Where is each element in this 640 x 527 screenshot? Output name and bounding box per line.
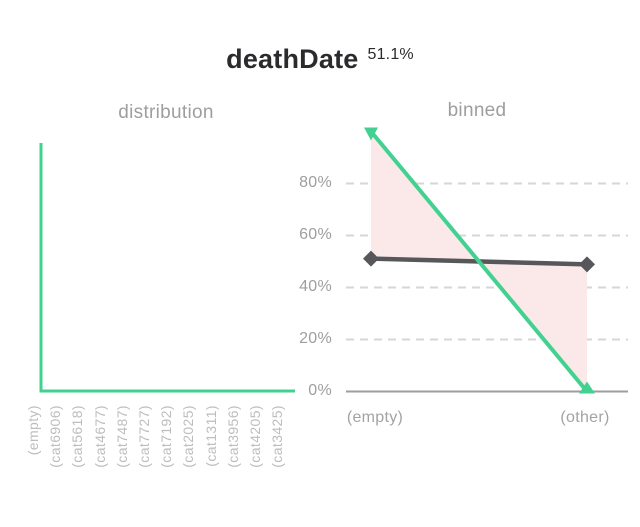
- dist-category-label: (cat1311): [202, 405, 219, 467]
- binned-x-tick-label: (other): [560, 409, 610, 426]
- binned-y-tick-label: 0%: [308, 381, 332, 399]
- dist-category-label: (cat7487): [113, 405, 130, 468]
- dist-category-label: (cat5618): [69, 405, 86, 468]
- binned-distribution-line: [369, 130, 589, 393]
- feature-header: deathDate 51.1%: [0, 44, 640, 75]
- binned-y-tick-label: 80%: [299, 173, 332, 191]
- distribution-line: [39, 143, 295, 393]
- distribution-chart-title: distribution: [118, 102, 214, 123]
- binned-y-tick-label: 40%: [299, 277, 332, 295]
- dist-category-label: (cat3956): [224, 405, 241, 468]
- triangle-down-marker: [364, 127, 378, 141]
- dist-category-label: (cat3425): [269, 405, 286, 468]
- dist-category-label: (cat4205): [247, 405, 263, 468]
- dist-category-label: (cat6906): [47, 405, 64, 468]
- triangle-up-marker: [579, 381, 595, 394]
- binned-x-tick-label: (empty): [346, 409, 404, 426]
- missing-percentage: 51.1%: [367, 46, 414, 63]
- dist-category-label: (cat4677): [91, 405, 108, 468]
- dist-category-label: (cat7727): [136, 405, 152, 468]
- diamond-marker: [363, 250, 379, 267]
- binned-y-tick-label: 20%: [299, 329, 332, 347]
- diamond-marker: [579, 256, 595, 273]
- feature-name: deathDate: [226, 44, 359, 74]
- dist-category-label: (empty): [25, 405, 41, 456]
- binned-chart-title: binned: [447, 100, 507, 121]
- dist-category-label: (cat2025): [180, 405, 197, 468]
- dist-category-label: (cat7192): [158, 405, 175, 468]
- binned-y-tick-label: 60%: [299, 225, 332, 243]
